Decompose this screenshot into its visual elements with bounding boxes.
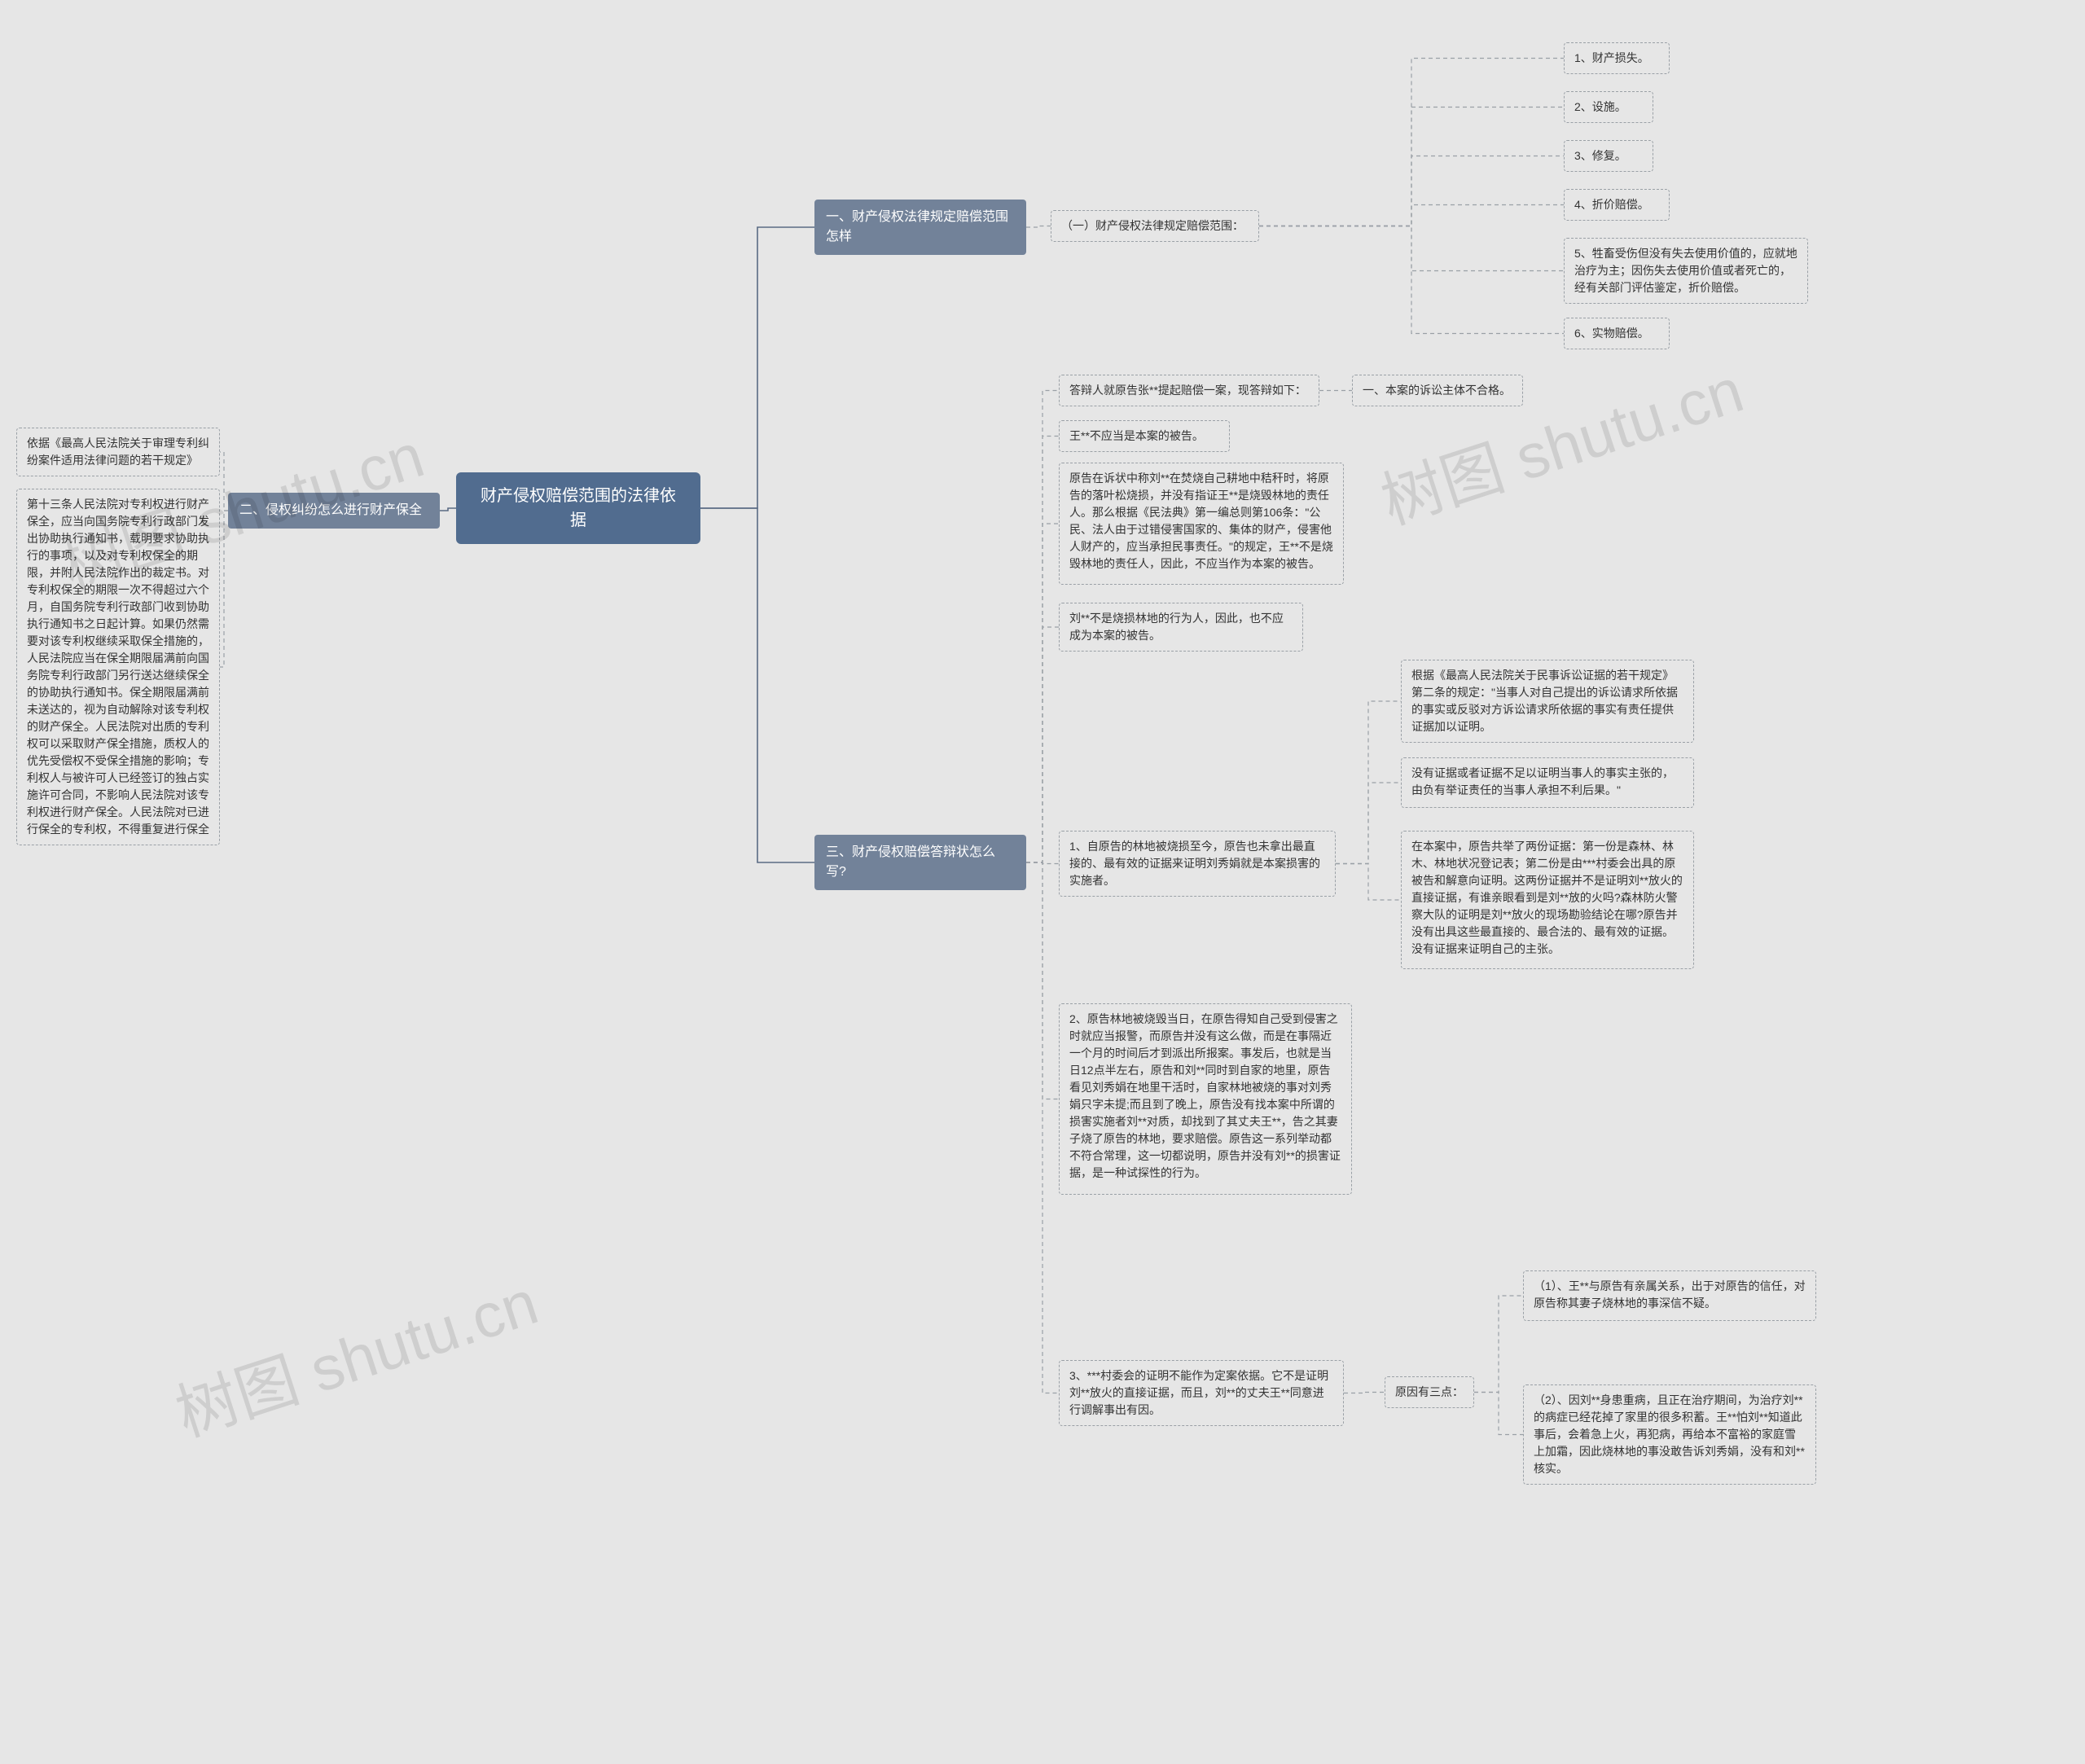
watermark: 树图 shutu.cn xyxy=(163,1253,547,1454)
node-b3e2: 没有证据或者证据不足以证明当事人的事实主张的，由负有举证责任的当事人承担不利后果… xyxy=(1401,757,1694,808)
node-b3g: 3、***村委会的证明不能作为定案依据。它不是证明刘**放火的直接证据，而且，刘… xyxy=(1059,1360,1344,1426)
node-b1a: （一）财产侵权法律规定赔偿范围： xyxy=(1051,210,1259,242)
node-b3c: 原告在诉状中称刘**在焚烧自己耕地中秸秆时，将原告的落叶松烧损，并没有指证王**… xyxy=(1059,463,1344,585)
node-b1a2: 2、设施。 xyxy=(1564,91,1653,123)
node-b1a3: 3、修复。 xyxy=(1564,140,1653,172)
node-b3a: 答辩人就原告张**提起赔偿一案，现答辩如下： xyxy=(1059,375,1319,406)
node-b3e3: 在本案中，原告共举了两份证据：第一份是森林、林木、林地状况登记表；第二份是由**… xyxy=(1401,831,1694,969)
node-b3b: 王**不应当是本案的被告。 xyxy=(1059,420,1230,452)
node-b1a4: 4、折价赔偿。 xyxy=(1564,189,1670,221)
node-b3e1: 根据《最高人民法院关于民事诉讼证据的若干规定》第二条的规定："当事人对自己提出的… xyxy=(1401,660,1694,743)
node-b3d: 刘**不是烧损林地的行为人，因此，也不应成为本案的被告。 xyxy=(1059,603,1303,652)
node-b3: 三、财产侵权赔偿答辩状怎么写? xyxy=(814,835,1026,890)
node-b3e: 1、自原告的林地被烧损至今，原告也未拿出最直接的、最有效的证据来证明刘秀娟就是本… xyxy=(1059,831,1336,897)
node-root: 财产侵权赔偿范围的法律依据 xyxy=(456,472,700,544)
node-b3f: 2、原告林地被烧毁当日，在原告得知自己受到侵害之时就应当报警，而原告并没有这么做… xyxy=(1059,1003,1352,1195)
node-b2b: 第十三条人民法院对专利权进行财产保全，应当向国务院专利行政部门发出协助执行通知书… xyxy=(16,489,220,845)
node-b3a1: 一、本案的诉讼主体不合格。 xyxy=(1352,375,1523,406)
node-b3g0: 原因有三点： xyxy=(1385,1376,1474,1408)
node-b1a6: 6、实物赔偿。 xyxy=(1564,318,1670,349)
node-b2a: 依据《最高人民法院关于审理专利纠纷案件适用法律问题的若干规定》 xyxy=(16,428,220,476)
node-b1a5: 5、牲畜受伤但没有失去使用价值的，应就地治疗为主；因伤失去使用价值或者死亡的，经… xyxy=(1564,238,1808,304)
watermark: 树图 shutu.cn xyxy=(1368,340,1753,542)
node-b2: 二、侵权纠纷怎么进行财产保全 xyxy=(228,493,440,529)
node-b3g2: （2）、因刘**身患重病，且正在治疗期间，为治疗刘**的病症已经花掉了家里的很多… xyxy=(1523,1384,1816,1485)
mindmap-canvas: 财产侵权赔偿范围的法律依据二、侵权纠纷怎么进行财产保全依据《最高人民法院关于审理… xyxy=(0,0,2085,1764)
node-b3g1: （1）、王**与原告有亲属关系，出于对原告的信任，对原告称其妻子烧林地的事深信不… xyxy=(1523,1270,1816,1321)
node-b1a1: 1、财产损失。 xyxy=(1564,42,1670,74)
node-b1: 一、财产侵权法律规定赔偿范围怎样 xyxy=(814,200,1026,255)
